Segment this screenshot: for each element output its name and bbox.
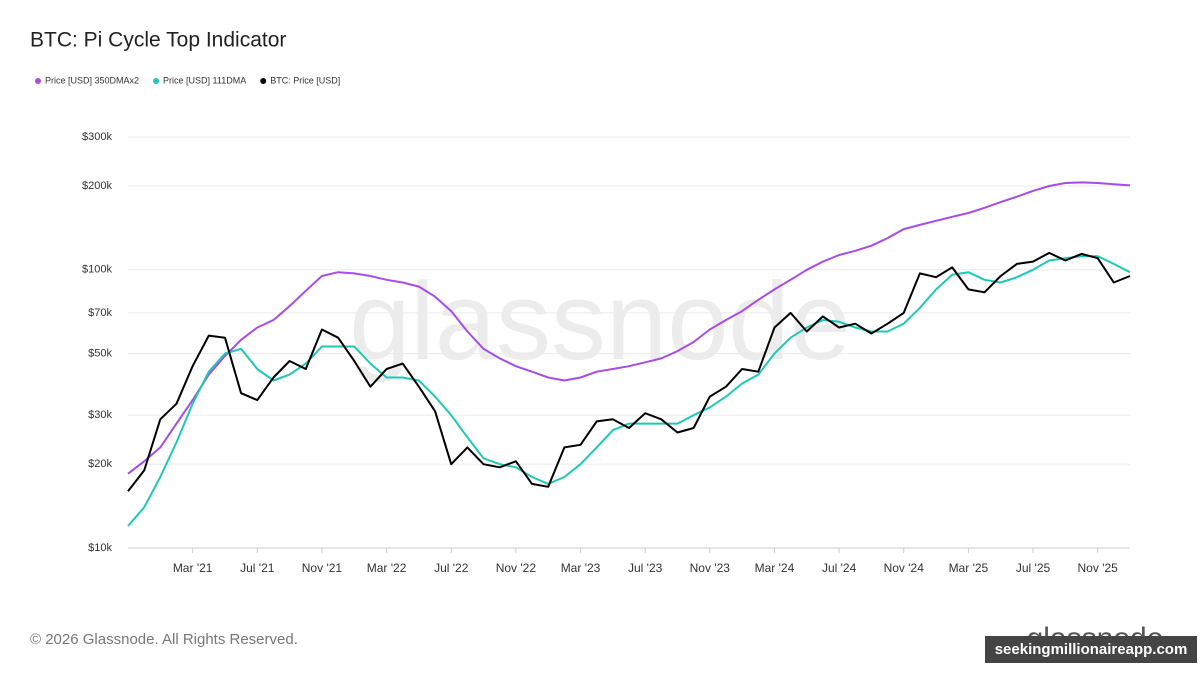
chart-title: BTC: Pi Cycle Top Indicator xyxy=(30,29,286,52)
legend-marker xyxy=(35,78,41,84)
x-tick-label: Jul '25 xyxy=(1016,561,1051,575)
legend-label: Price [USD] 350DMAx2 xyxy=(45,75,139,85)
y-tick-label: $30k xyxy=(88,409,112,421)
legend-marker xyxy=(260,78,267,84)
badge-background xyxy=(985,636,1197,663)
x-tick-label: Jul '22 xyxy=(434,561,469,575)
series-line xyxy=(127,251,1131,492)
legend-marker xyxy=(153,78,160,84)
legend-label: BTC: Price [USD] xyxy=(270,75,340,85)
footer: © 2026 Glassnode. All Rights Reserved. xyxy=(30,631,298,648)
series-line xyxy=(127,255,1131,527)
watermark: glassnode xyxy=(349,260,851,383)
x-tick-label: Mar '25 xyxy=(949,561,989,575)
series-line xyxy=(127,181,1131,475)
x-tick-label: Nov '22 xyxy=(496,561,537,575)
x-tick-label: Jul '23 xyxy=(628,561,663,575)
x-tick-label: Mar '24 xyxy=(755,561,795,575)
x-tick-label: Mar '22 xyxy=(367,561,407,575)
y-tick-label: $20k xyxy=(88,458,112,470)
x-tick-label: Nov '25 xyxy=(1078,561,1119,575)
y-tick-label: $10k xyxy=(88,542,112,554)
x-tick-label: Jul '21 xyxy=(240,561,275,575)
y-tick-label: $70k xyxy=(88,307,112,319)
x-tick-label: Mar '21 xyxy=(173,561,213,575)
y-tick-label: $300k xyxy=(82,131,112,143)
x-tick-label: Mar '23 xyxy=(561,561,601,575)
y-tick-label: $100k xyxy=(82,264,112,276)
x-tick-label: Jul '24 xyxy=(822,561,857,575)
y-tick-label: $50k xyxy=(88,347,112,359)
x-tick-label: Nov '24 xyxy=(884,561,925,575)
x-tick-label: Nov '21 xyxy=(302,561,343,575)
legend-label: Price [USD] 111DMA xyxy=(163,75,246,85)
y-tick-label: $200k xyxy=(82,180,112,192)
source-badge: seekingmillionaireapp.com xyxy=(995,641,1188,658)
x-tick-label: Nov '23 xyxy=(690,561,731,575)
